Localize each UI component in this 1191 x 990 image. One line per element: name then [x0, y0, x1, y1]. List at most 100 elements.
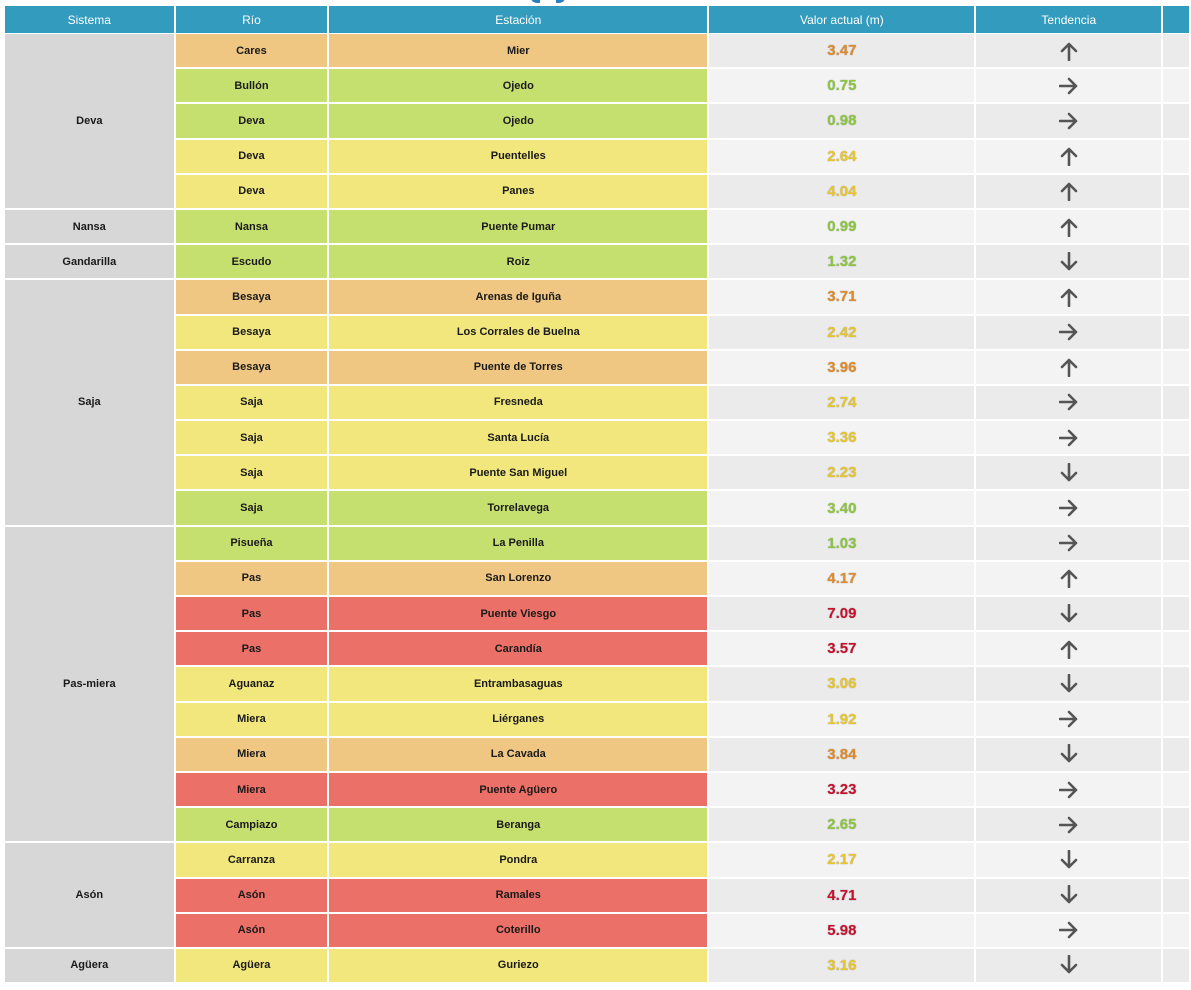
extra-cell [1163, 597, 1189, 633]
estacion-cell[interactable]: Pondra [329, 843, 708, 879]
estacion-cell[interactable]: Guriezo [329, 948, 708, 985]
tendencia-cell [976, 315, 1162, 351]
column-header-tendencia[interactable]: Tendencia [976, 6, 1162, 34]
table-row[interactable]: Miera Liérganes 1.92 [5, 702, 1189, 738]
table-row[interactable]: Asón Carranza Pondra 2.17 [5, 843, 1189, 949]
valor-cell: 3.47 [709, 34, 975, 70]
table-row[interactable]: Aguanaz Entrambasaguas 3.06 [5, 667, 1189, 703]
arrow-up-icon [976, 639, 1161, 659]
table-row[interactable]: Asón Coterillo 5.98 [5, 913, 1189, 949]
extra-cell [1163, 948, 1189, 985]
table-row[interactable]: Deva Puentelles 2.64 [5, 139, 1189, 175]
rio-cell: Agüera [175, 948, 328, 985]
estacion-cell[interactable]: Liérganes [329, 702, 708, 738]
valor-cell: 0.99 [709, 209, 975, 246]
tendencia-cell [976, 209, 1162, 246]
table-row[interactable]: Saja Besaya Arenas de Iguña 3.71 [5, 280, 1189, 527]
estacion-cell[interactable]: Puente Viesgo [329, 597, 708, 633]
extra-cell [1163, 209, 1189, 246]
extra-cell [1163, 315, 1189, 351]
rio-cell: Pisueña [175, 526, 328, 562]
rio-cell: Asón [175, 913, 328, 949]
table-row[interactable]: Gandarilla Escudo Roiz 1.32 [5, 245, 1189, 281]
valor-cell: 5.98 [709, 913, 975, 949]
sistema-cell: Saja [5, 280, 174, 527]
tendencia-cell [976, 421, 1162, 457]
table-row[interactable]: Pas Puente Viesgo 7.09 [5, 597, 1189, 633]
estacion-cell[interactable]: Puente Agüero [329, 772, 708, 809]
estacion-cell[interactable]: Ramales [329, 878, 708, 914]
rio-cell: Bullón [175, 69, 328, 105]
table-row[interactable]: Agüera Agüera Guriezo 3.16 [5, 948, 1189, 985]
extra-cell [1163, 421, 1189, 457]
estacion-cell[interactable]: Roiz [329, 245, 708, 281]
arrow-up-icon [976, 287, 1161, 307]
extra-cell [1163, 69, 1189, 105]
extra-cell [1163, 772, 1189, 809]
estacion-cell[interactable]: Puentelles [329, 139, 708, 175]
estacion-cell[interactable]: Fresneda [329, 385, 708, 422]
estacion-cell[interactable]: Carandía [329, 632, 708, 668]
estacion-cell[interactable]: Coterillo [329, 913, 708, 949]
rio-cell: Saja [175, 421, 328, 457]
estacion-cell[interactable]: San Lorenzo [329, 561, 708, 597]
column-header-sistema[interactable]: Sistema [5, 6, 174, 34]
table-row[interactable]: Miera La Cavada 3.84 [5, 737, 1189, 773]
extra-cell [1163, 667, 1189, 703]
estacion-cell[interactable]: Panes [329, 174, 708, 210]
estacion-cell[interactable]: Torrelavega [329, 491, 708, 527]
table-row[interactable]: Asón Ramales 4.71 [5, 878, 1189, 914]
table-row[interactable]: Miera Puente Agüero 3.23 [5, 772, 1189, 809]
table-row[interactable]: Campiazo Beranga 2.65 [5, 808, 1189, 844]
table-row[interactable]: Besaya Los Corrales de Buelna 2.42 [5, 315, 1189, 351]
estacion-cell[interactable]: Mier [329, 34, 708, 70]
table-row[interactable]: Pas Carandía 3.57 [5, 632, 1189, 668]
rio-cell: Aguanaz [175, 667, 328, 703]
arrow-down-icon [976, 603, 1161, 624]
valor-cell: 3.84 [709, 737, 975, 773]
estacion-cell[interactable]: Ojedo [329, 104, 708, 140]
arrow-up-icon [976, 146, 1161, 167]
table-row[interactable]: Saja Fresneda 2.74 [5, 385, 1189, 422]
valor-cell: 4.17 [709, 561, 975, 597]
tendencia-cell [976, 69, 1162, 105]
extra-cell [1163, 104, 1189, 140]
estacion-cell[interactable]: Arenas de Iguña [329, 280, 708, 316]
valor-cell: 3.16 [709, 948, 975, 985]
table-row[interactable]: Pas-miera Pisueña La Penilla 1.03 [5, 526, 1189, 844]
estacion-cell[interactable]: La Cavada [329, 737, 708, 773]
arrow-up-icon [976, 568, 1161, 589]
table-row[interactable]: Nansa Nansa Puente Pumar 0.99 [5, 209, 1189, 246]
estacion-cell[interactable]: Beranga [329, 808, 708, 844]
tendencia-cell [976, 702, 1162, 738]
valor-cell: 2.23 [709, 456, 975, 492]
sistema-cell: Pas-miera [5, 526, 174, 844]
table-row[interactable]: Saja Santa Lucía 3.36 [5, 421, 1189, 457]
extra-cell [1163, 737, 1189, 773]
estacion-cell[interactable]: Puente San Miguel [329, 456, 708, 492]
column-header-rio[interactable]: Río [175, 6, 328, 34]
table-row[interactable]: Besaya Puente de Torres 3.96 [5, 350, 1189, 386]
table-row[interactable]: Deva Ojedo 0.98 [5, 104, 1189, 140]
estacion-cell[interactable]: Puente Pumar [329, 209, 708, 246]
rio-cell: Asón [175, 878, 328, 914]
estacion-cell[interactable]: Entrambasaguas [329, 667, 708, 703]
rio-cell: Besaya [175, 280, 328, 316]
table-row[interactable]: Saja Torrelavega 3.40 [5, 491, 1189, 527]
column-header-estacion[interactable]: Estación [329, 6, 708, 34]
estacion-cell[interactable]: Santa Lucía [329, 421, 708, 457]
extra-cell [1163, 245, 1189, 281]
estacion-cell[interactable]: La Penilla [329, 526, 708, 562]
table-row[interactable]: Bullón Ojedo 0.75 [5, 69, 1189, 105]
column-header-valor[interactable]: Valor actual (m) [709, 6, 975, 34]
tendencia-cell [976, 808, 1162, 844]
table-row[interactable]: Saja Puente San Miguel 2.23 [5, 456, 1189, 492]
estacion-cell[interactable]: Puente de Torres [329, 350, 708, 386]
table-row[interactable]: Deva Panes 4.04 [5, 174, 1189, 210]
tendencia-cell [976, 737, 1162, 773]
valor-cell: 4.71 [709, 878, 975, 914]
estacion-cell[interactable]: Los Corrales de Buelna [329, 315, 708, 351]
table-row[interactable]: Pas San Lorenzo 4.17 [5, 561, 1189, 597]
estacion-cell[interactable]: Ojedo [329, 69, 708, 105]
table-row[interactable]: Deva Cares Mier 3.47 [5, 34, 1189, 210]
